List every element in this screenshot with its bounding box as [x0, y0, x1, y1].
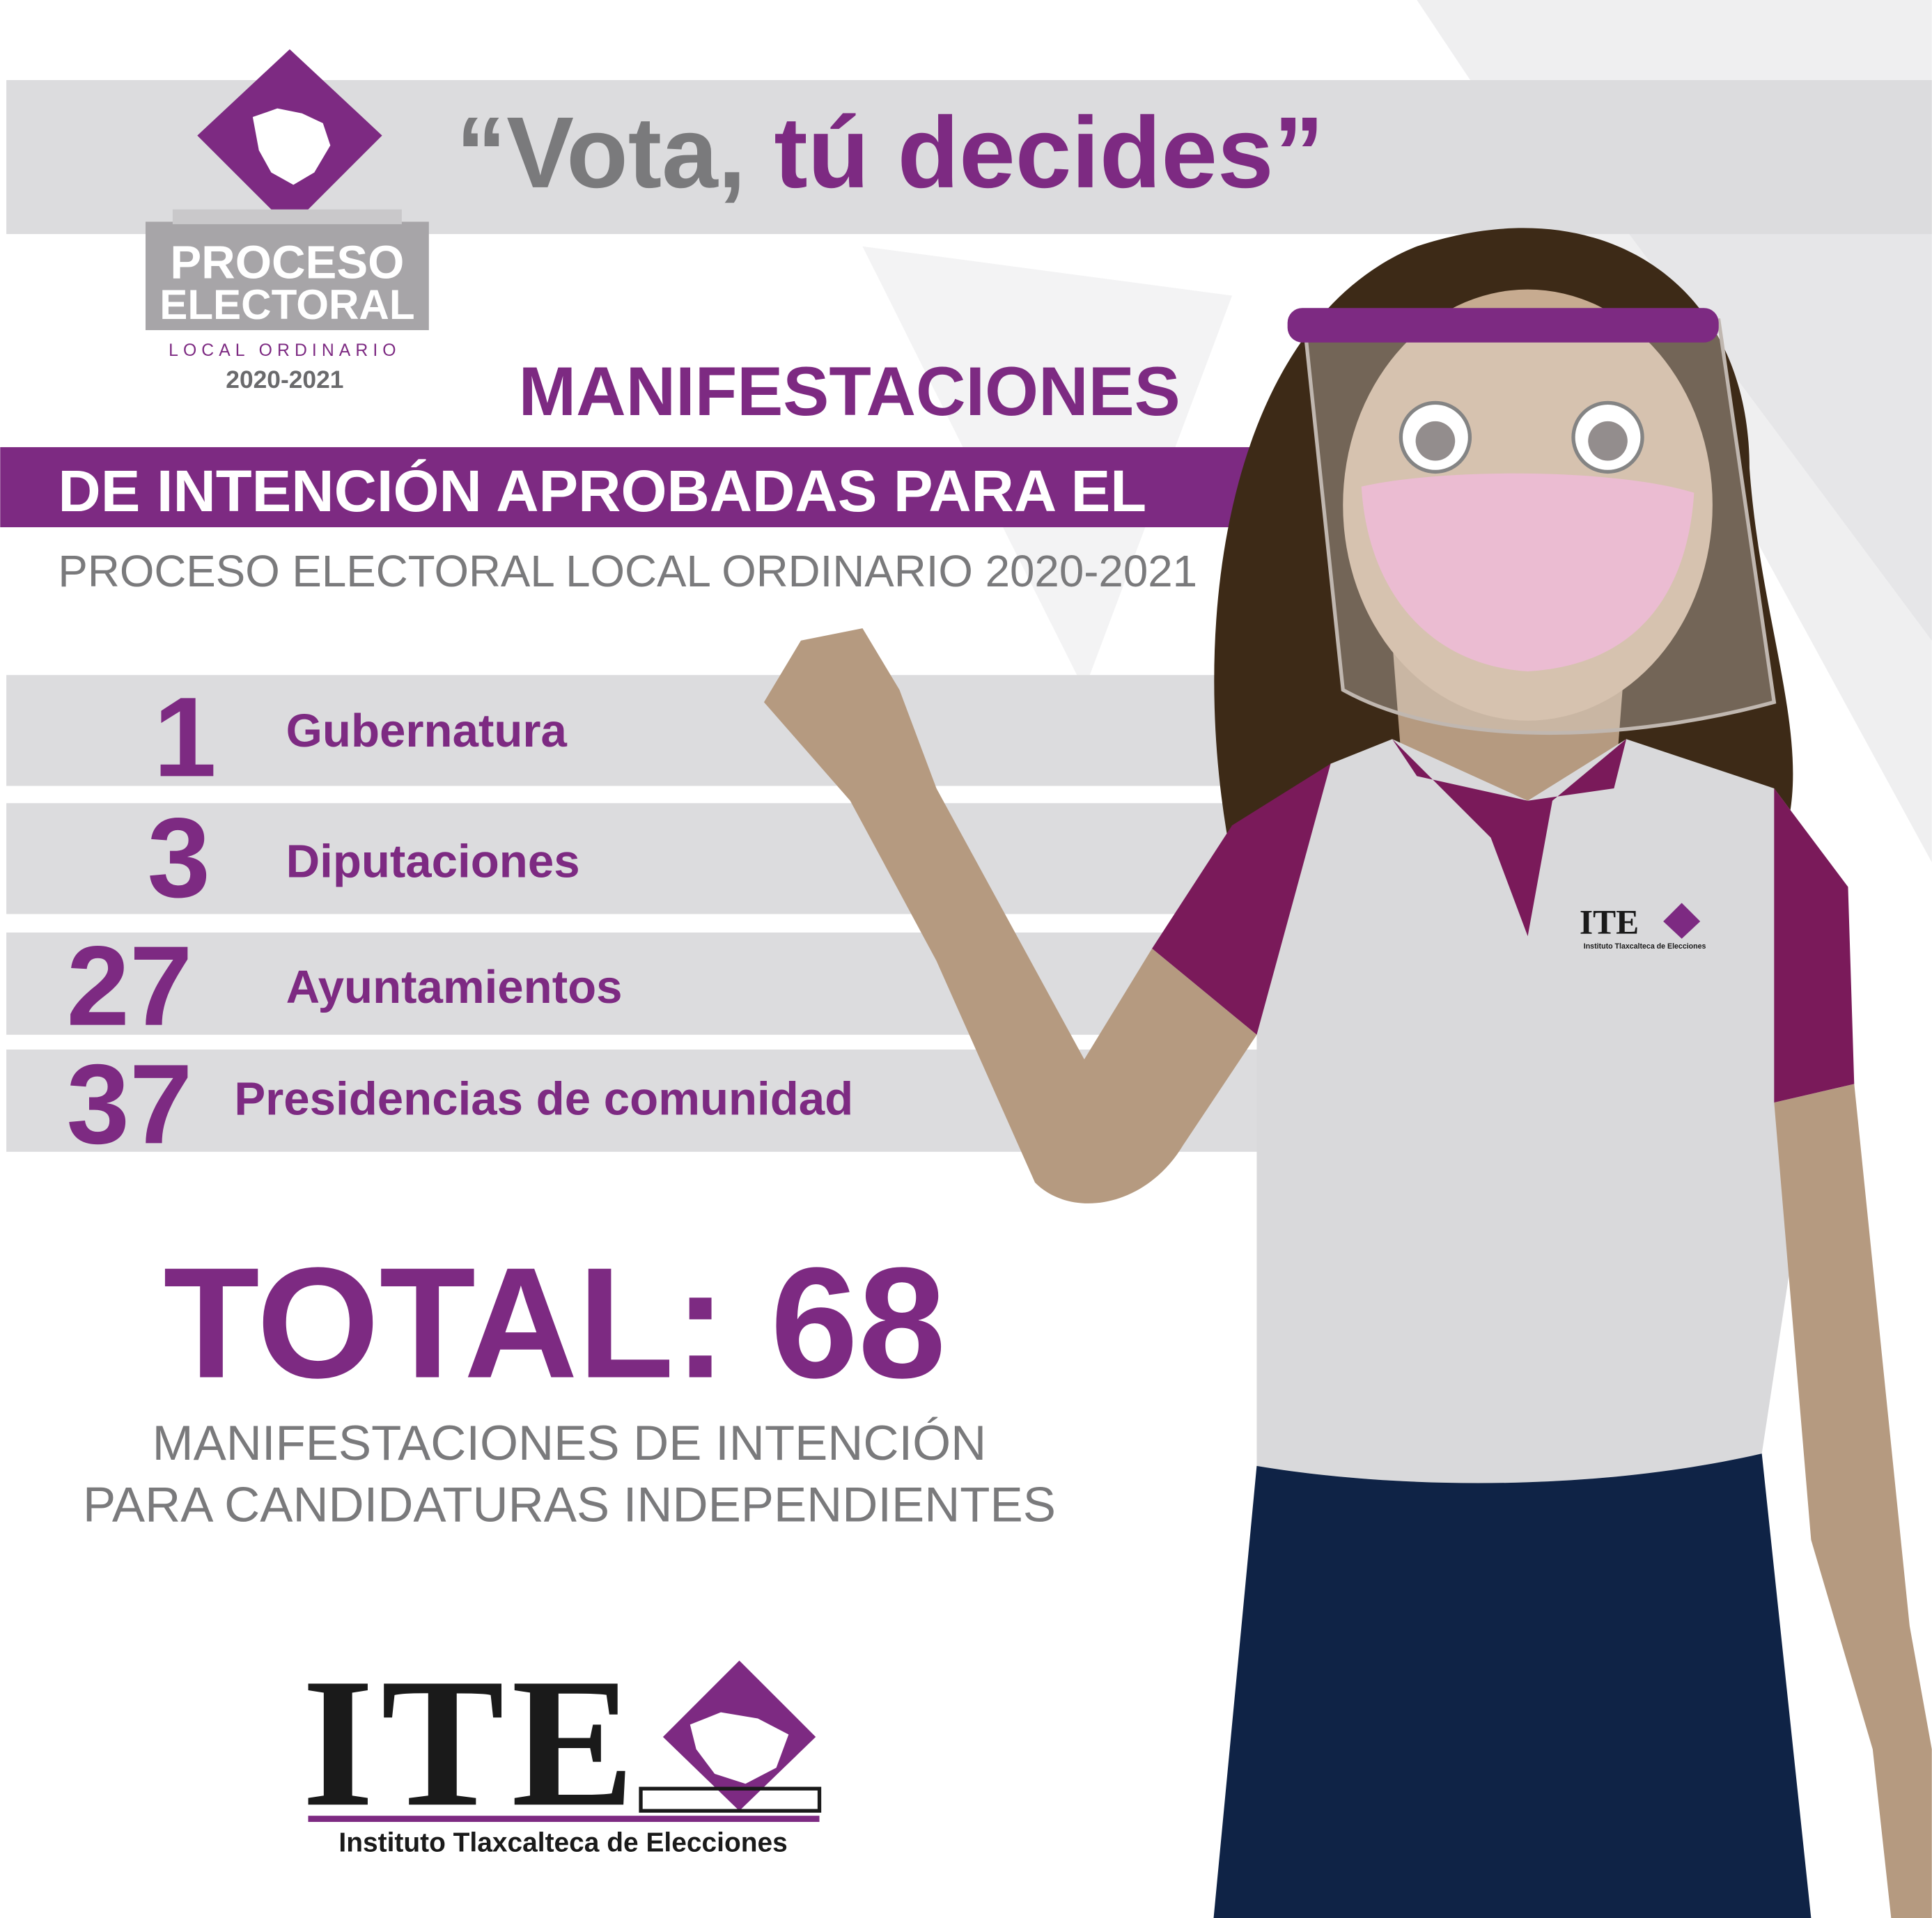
mask	[1361, 473, 1695, 671]
item-label: Gubernatura	[286, 705, 568, 757]
pupil	[1415, 421, 1456, 461]
logo-slot	[172, 209, 402, 224]
logo-map	[252, 108, 331, 185]
logo-box	[145, 221, 429, 331]
ite-acronym: ITE	[302, 1641, 635, 1845]
pupil	[1588, 421, 1628, 461]
pants	[1213, 1453, 1812, 1918]
arm	[1774, 1084, 1932, 1918]
item-band	[6, 675, 1294, 786]
shield-band	[1287, 308, 1719, 343]
illustration: ITE Instituto Tlaxcalteca de Elecciones	[763, 228, 1932, 1918]
slogan-end: tú decides”	[774, 96, 1324, 209]
logo-years: 2020-2021	[226, 366, 343, 393]
slogan-start: “Vota,	[456, 96, 746, 209]
heading-line3: PROCESO ELECTORAL LOCAL ORDINARIO 2020-2…	[58, 547, 1197, 596]
heading-line2: DE INTENCIÓN APROBADAS PARA EL	[58, 458, 1146, 524]
item-count: 27	[66, 923, 192, 1050]
item-label: Diputaciones	[286, 835, 580, 887]
bg-shape	[1601, 148, 1932, 641]
process-logo: PROCESO ELECTORAL LOCAL ORDINARIO 2020-2…	[145, 49, 429, 393]
ite-logo: ITE Instituto Tlaxcalteca de Elecciones	[302, 1641, 822, 1857]
sleeve	[1774, 788, 1855, 1103]
shirt	[1256, 739, 1848, 1483]
item-band	[6, 803, 1294, 914]
logo-line2: ELECTORAL	[159, 281, 414, 328]
total-caption: PARA CANDIDATURAS INDEPENDIENTES	[83, 1476, 1056, 1531]
item-label: Ayuntamientos	[286, 961, 623, 1013]
ite-map	[690, 1712, 789, 1784]
item-count: 3	[147, 795, 210, 921]
total: TOTAL: 68	[163, 1235, 946, 1411]
arm	[763, 628, 1257, 1203]
sleeve	[1152, 763, 1331, 1035]
collar	[1392, 739, 1627, 937]
total-caption: MANIFESTACIONES DE INTENCIÓN	[153, 1415, 987, 1470]
item-band	[6, 932, 1294, 1035]
shirt-logo-diamond	[1663, 903, 1701, 939]
logo-line1: PROCESO	[170, 237, 404, 289]
shirt-logo-name: Instituto Tlaxcalteca de Elecciones	[1584, 942, 1706, 951]
shirt-logo: ITE	[1580, 903, 1639, 942]
item-count: 1	[153, 674, 217, 800]
face-shield	[1304, 318, 1777, 735]
ite-box	[639, 1786, 822, 1813]
heading-band	[0, 447, 1257, 528]
heading-line1: MANIFESTACIONES	[519, 352, 1181, 430]
ite-rule	[308, 1816, 820, 1823]
logo-line3: LOCAL ORDINARIO	[169, 341, 401, 360]
slogan: “Vota, tú decides”	[456, 96, 1324, 209]
item-count: 37	[66, 1041, 192, 1167]
ite-name: Instituto Tlaxcalteca de Elecciones	[338, 1827, 787, 1857]
item-label: Presidencias de comunidad	[234, 1073, 853, 1125]
